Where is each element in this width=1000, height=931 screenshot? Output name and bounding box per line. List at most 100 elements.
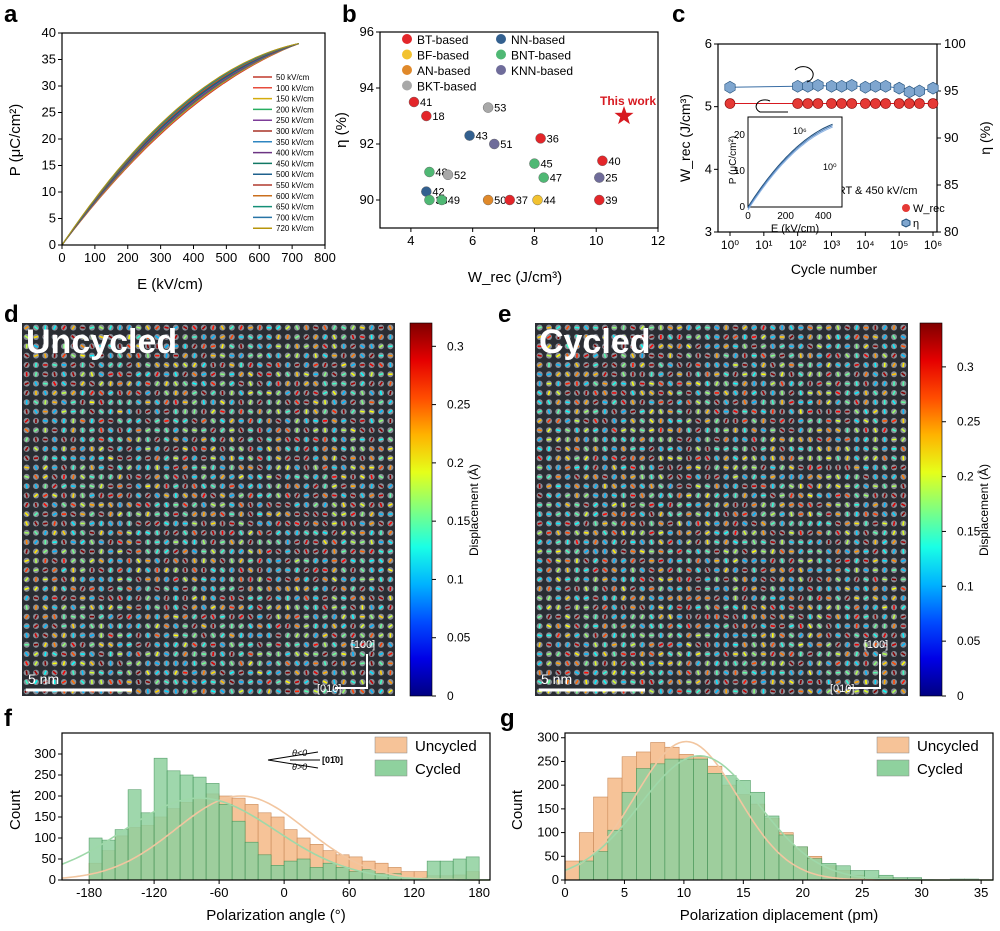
displacement-arrow: [790, 372, 793, 377]
displacement-arrow: [294, 503, 300, 507]
displacement-arrow: [230, 614, 233, 619]
y-tick-label: 90: [360, 192, 374, 207]
displacement-arrow: [267, 586, 271, 592]
displacement-arrow: [360, 390, 364, 396]
legend-label: 50 kV/cm: [276, 73, 310, 82]
displacement-arrow: [34, 586, 38, 591]
displacement-arrow: [80, 549, 85, 554]
displacement-arrow: [295, 418, 299, 424]
displacement-arrow: [892, 353, 896, 358]
legend-label: 350 kV/cm: [276, 138, 314, 147]
displacement-arrow: [136, 391, 141, 395]
displacement-arrow: [276, 400, 281, 405]
displacement-arrow: [751, 326, 757, 330]
displacement-arrow: [649, 391, 654, 395]
displacement-arrow: [212, 362, 215, 368]
displacement-arrow: [33, 493, 39, 498]
displacement-arrow: [294, 615, 300, 619]
displacement-arrow: [145, 652, 151, 656]
displacement-arrow: [295, 605, 299, 610]
displacement-arrow: [630, 410, 636, 413]
displacement-arrow: [584, 372, 589, 377]
displacement-arrow: [62, 521, 66, 526]
displacement-arrow: [369, 502, 374, 508]
displacement-arrow: [313, 344, 318, 349]
displacement-arrow: [43, 373, 48, 376]
eta-marker: [724, 80, 736, 94]
displacement-arrow: [89, 381, 95, 386]
displacement-arrow: [127, 595, 131, 601]
displacement-arrow: [108, 373, 113, 376]
displacement-arrow: [304, 401, 309, 404]
displacement-arrow: [127, 465, 132, 470]
displacement-arrow: [323, 362, 327, 368]
displacement-arrow: [146, 614, 150, 619]
displacement-arrow: [220, 624, 225, 628]
displacement-arrow: [771, 344, 774, 349]
y-tick-label: 3: [705, 224, 712, 239]
eta-marker: [825, 79, 838, 93]
displacement-arrow: [248, 466, 253, 470]
displacement-arrow: [276, 559, 281, 562]
displacement-arrow: [136, 335, 141, 339]
legend-label: 600 kV/cm: [276, 192, 314, 201]
displacement-arrow: [686, 344, 691, 349]
displacement-arrow: [369, 353, 374, 358]
displacement-arrow: [266, 549, 272, 554]
displacement-arrow: [230, 595, 234, 601]
displacement-arrow: [882, 390, 887, 396]
panel-b-axes: [379, 31, 659, 229]
displacement-arrow: [622, 325, 625, 330]
displacement-arrow: [230, 549, 234, 554]
displacement-arrow: [240, 344, 243, 349]
y-tick-label: 20: [42, 131, 56, 146]
displacement-arrow: [369, 493, 374, 498]
displacement-arrow: [164, 652, 169, 656]
displacement-arrow: [173, 474, 178, 479]
point-label: 39: [605, 195, 617, 207]
displacement-arrow: [341, 549, 346, 553]
displacement-arrow: [183, 689, 187, 694]
displacement-arrow: [621, 390, 626, 395]
displacement-arrow: [667, 400, 673, 404]
displacement-arrow: [659, 446, 663, 452]
displacement-arrow: [52, 484, 57, 489]
displacement-arrow: [369, 642, 374, 647]
displacement-arrow: [99, 530, 103, 536]
displacement-arrow: [173, 623, 178, 629]
displacement-arrow: [304, 633, 309, 638]
displacement-arrow: [61, 680, 67, 684]
displacement-arrow: [43, 623, 48, 629]
displacement-arrow: [80, 372, 85, 377]
displacement-arrow: [378, 484, 384, 488]
displacement-arrow: [370, 474, 373, 480]
displacement-arrow: [714, 409, 719, 414]
displacement-arrow: [164, 642, 169, 647]
arrow-to-left-axis: [755, 99, 788, 113]
displacement-arrow: [266, 391, 272, 395]
displacement-arrow: [350, 502, 356, 507]
displacement-arrow: [52, 633, 57, 638]
displacement-arrow: [117, 437, 123, 442]
legend-label: 400 kV/cm: [276, 149, 314, 158]
displacement-arrow: [350, 605, 356, 610]
displacement-arrow: [239, 549, 244, 554]
displacement-arrow: [136, 521, 141, 526]
displacement-arrow: [248, 614, 253, 619]
displacement-arrow: [62, 418, 66, 424]
displacement-arrow: [71, 447, 76, 451]
displacement-arrow: [248, 633, 252, 638]
scatter-point: [532, 194, 543, 206]
displacement-arrow: [34, 409, 38, 414]
displacement-arrow: [285, 512, 290, 517]
legend-label: KNN-based: [511, 64, 573, 78]
displacement-arrow: [183, 474, 187, 480]
displacement-arrow: [360, 344, 365, 349]
displacement-arrow: [612, 334, 617, 340]
displacement-arrow: [341, 382, 346, 386]
displacement-arrow: [322, 596, 328, 600]
displacement-arrow: [25, 549, 28, 554]
displacement-arrow: [229, 446, 234, 451]
point-label: 37: [516, 195, 528, 207]
inset-tick: 200: [777, 211, 794, 222]
